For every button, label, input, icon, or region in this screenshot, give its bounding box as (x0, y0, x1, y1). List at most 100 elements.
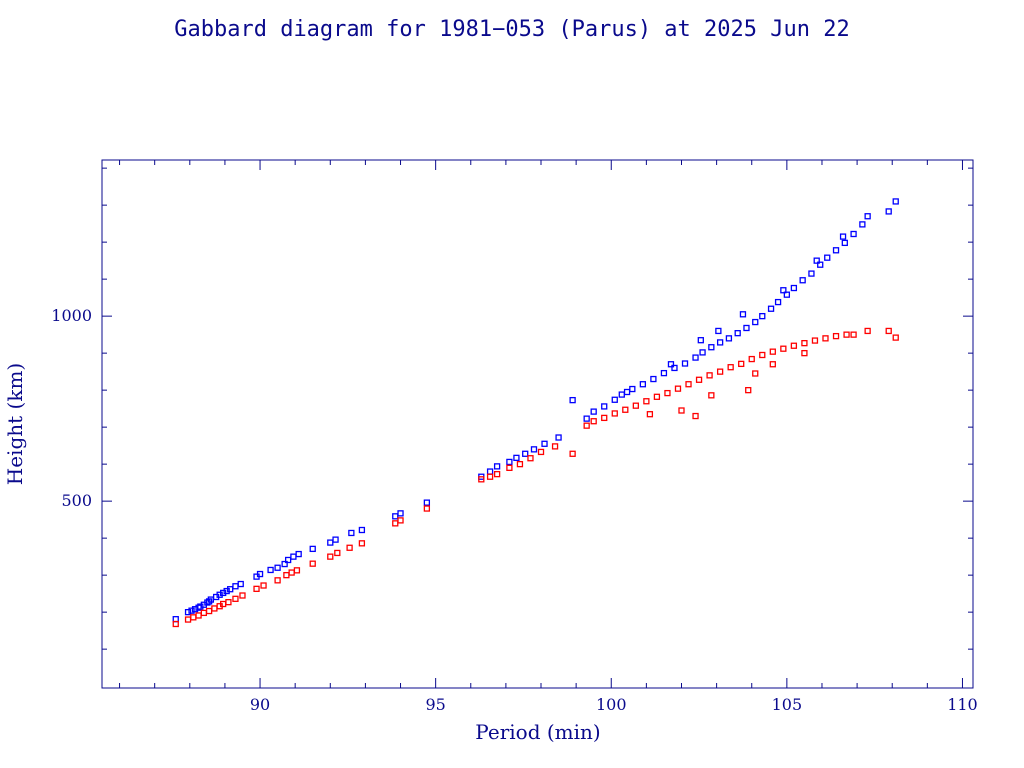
perigee-point (664, 389, 671, 397)
apogee-point (799, 277, 806, 284)
perigee-point (274, 577, 281, 584)
perigee-point (493, 470, 501, 478)
y-axis-label: Height (km) (3, 363, 27, 485)
perigee-point (706, 372, 713, 379)
apogee-point (697, 337, 704, 344)
x-axis-label: Period (min) (475, 720, 600, 744)
chart-title: Gabbard diagram for 1981−053 (Parus) at … (174, 17, 850, 42)
apogee-point (618, 391, 625, 398)
perigee-point (232, 595, 239, 602)
apogee-point (327, 539, 334, 546)
apogee-point (541, 440, 548, 447)
perigee-point (832, 332, 840, 340)
apogee-point (790, 284, 798, 292)
perigee-point (769, 348, 776, 355)
apogee-point (681, 360, 689, 367)
perigee-point (695, 376, 703, 383)
apogee-point (629, 385, 636, 393)
axis-ticks: 90 95 100 105 110 500 1000 (51, 160, 978, 714)
apogee-point (267, 566, 274, 574)
apogee-point (274, 564, 281, 571)
x-tick-label: 105 (772, 695, 803, 714)
apogee-point (650, 375, 657, 383)
perigee-point (327, 553, 334, 560)
apogee-point (774, 298, 782, 306)
apogee-point (692, 354, 699, 361)
apogee-point (397, 510, 404, 517)
perigee-point (752, 370, 759, 377)
apogee-point (191, 606, 199, 613)
perigee-point (738, 360, 745, 368)
perigee-point (397, 517, 404, 524)
perigee-point (551, 443, 559, 450)
perigee-point (646, 411, 654, 418)
perigee-point (506, 464, 513, 471)
x-tick-label: 100 (596, 695, 627, 714)
perigee-point (309, 560, 316, 567)
perigee-point (653, 393, 661, 400)
perigee-point (611, 410, 618, 417)
x-tick-label: 95 (425, 695, 445, 714)
apogee-point (708, 344, 715, 351)
apogee-point (530, 446, 538, 453)
perigee-point (632, 402, 639, 409)
perigee-point (748, 355, 755, 363)
perigee-point (692, 412, 699, 420)
apogee-point (493, 463, 501, 470)
perigee-point (346, 544, 353, 551)
apogee-point (841, 239, 848, 247)
perigee-point (601, 414, 608, 422)
perigee-point (569, 450, 576, 457)
perigee-point (239, 592, 246, 599)
perigee-point (822, 335, 829, 342)
apogee-point (813, 257, 820, 264)
perigee-point (685, 381, 692, 388)
y-tick-label: 1000 (51, 306, 92, 325)
apogee-point (611, 396, 618, 403)
apogee-point (739, 311, 747, 318)
apogee-point (699, 349, 706, 356)
apogee-point (623, 388, 631, 396)
perigee-point (716, 368, 724, 375)
apogee-point (832, 247, 840, 254)
apogee-point (188, 607, 195, 614)
perigee-point (205, 607, 213, 615)
apogee-point (348, 529, 355, 537)
apogee-point (237, 580, 244, 588)
perigee-point (892, 334, 899, 341)
perigee-point (527, 455, 534, 462)
plot-frame (101, 159, 974, 689)
apogee-point (639, 381, 647, 388)
series-apogee (172, 198, 899, 623)
apogee-point (256, 570, 264, 578)
apogee-point (601, 403, 608, 410)
perigee-point (253, 585, 260, 592)
perigee-point (334, 549, 341, 557)
x-tick-label: 90 (250, 695, 270, 714)
perigee-point (622, 406, 629, 413)
apogee-point (743, 324, 750, 332)
apogee-point (734, 330, 741, 337)
perigee-point (850, 331, 857, 338)
apogee-point (358, 526, 366, 534)
perigee-point (811, 337, 819, 344)
apogee-point (885, 208, 892, 215)
apogee-point (184, 608, 192, 616)
perigee-point (759, 351, 766, 359)
y-tick-label: 500 (61, 491, 92, 510)
apogee-point (295, 550, 302, 558)
apogee-point (864, 213, 871, 220)
perigee-point (200, 609, 208, 617)
perigee-point (780, 345, 787, 352)
apogee-point (671, 364, 678, 372)
perigee-point (516, 460, 524, 468)
perigee-point (583, 422, 590, 429)
apogee-point (555, 434, 562, 441)
data-points (172, 198, 899, 628)
apogee-point (583, 415, 590, 422)
apogee-point (850, 230, 857, 238)
perigee-point (293, 567, 301, 574)
perigee-point (184, 616, 192, 623)
apogee-point (513, 454, 520, 462)
